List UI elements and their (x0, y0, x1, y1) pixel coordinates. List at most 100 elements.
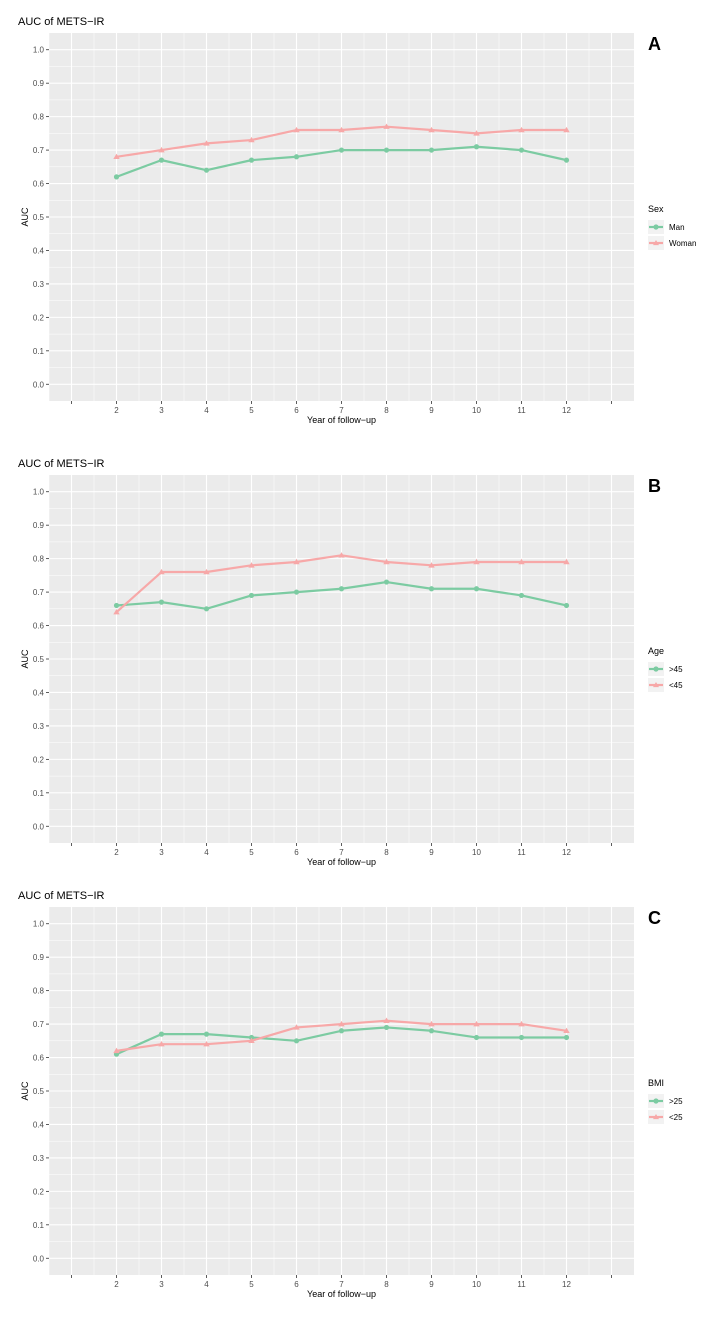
data-point (338, 552, 345, 558)
y-tick-label: 0.2 (33, 1187, 45, 1196)
legend-label: <45 (669, 681, 683, 690)
x-tick-label: 7 (339, 848, 344, 857)
data-point (473, 1034, 480, 1041)
y-axis-label: AUC (20, 649, 30, 669)
data-point (203, 167, 210, 173)
y-tick-label: 0.5 (33, 1087, 45, 1096)
data-point (293, 1038, 300, 1044)
x-tick-label: 4 (204, 406, 209, 415)
y-tick-label: 0.6 (33, 622, 45, 631)
data-point (473, 1020, 480, 1027)
data-point (248, 157, 255, 163)
y-tick-label: 0.7 (33, 588, 45, 597)
data-point (158, 146, 165, 153)
data-point (428, 1020, 435, 1027)
legend-title: Sex (648, 204, 664, 214)
y-axis-label: AUC (20, 207, 30, 227)
legend-label: Man (669, 223, 685, 232)
data-point (473, 130, 480, 136)
x-tick-label: 9 (429, 1280, 434, 1289)
legend: Age >45 <45 (648, 646, 683, 692)
data-point (428, 1028, 435, 1034)
data-point (248, 1034, 255, 1041)
x-tick-label: 12 (562, 848, 571, 857)
legend-key-marker (653, 1098, 659, 1104)
data-point (428, 562, 435, 568)
data-point (473, 144, 480, 150)
x-tick-label: 10 (472, 848, 481, 857)
y-tick-label: 1.0 (33, 46, 45, 55)
data-point (383, 558, 390, 565)
chart-title: AUC of METS−IR (18, 890, 105, 902)
y-tick-label: 0.5 (33, 213, 45, 222)
data-point (383, 1024, 390, 1031)
data-point (563, 1034, 570, 1041)
y-tick-label: 0.6 (33, 1054, 45, 1063)
y-tick-label: 0.3 (33, 722, 45, 731)
x-tick-label: 2 (114, 1280, 119, 1289)
y-tick-label: 0.7 (33, 1020, 45, 1029)
chart-svg: AUC of METS−IR A 0.0 0.1 0.2 0.3 0.4 0.5 0.6 0.7 0… (18, 16, 696, 425)
x-tick-label: 12 (562, 1280, 571, 1289)
y-tick-label: 1.0 (33, 488, 45, 497)
x-tick-label: 10 (472, 1280, 481, 1289)
data-point (518, 126, 525, 133)
x-axis-label: Year of follow−up (307, 857, 376, 867)
legend: BMI >25 <25 (648, 1078, 683, 1124)
x-tick-label: 3 (159, 406, 164, 415)
x-tick-label: 9 (429, 406, 434, 415)
data-point (113, 602, 120, 609)
y-tick-label: 0.9 (33, 953, 45, 962)
y-tick-label: 0.1 (33, 789, 45, 798)
x-tick-label: 2 (114, 406, 119, 415)
x-axis-label: Year of follow−up (307, 415, 376, 425)
legend-label: >45 (669, 665, 683, 674)
x-tick-label: 12 (562, 406, 571, 415)
panel-letter: A (648, 34, 661, 54)
legend-key-marker (653, 682, 659, 688)
data-point (293, 126, 300, 133)
data-point (293, 1024, 300, 1030)
data-point (338, 1028, 345, 1034)
chart-title: AUC of METS−IR (18, 458, 105, 470)
chart-svg: AUC of METS−IR B 0.0 0.1 0.2 0.3 0.4 0.5 0.6 0.7 0… (18, 458, 683, 867)
x-tick-label: 4 (204, 1280, 209, 1289)
y-tick-label: 0.6 (33, 180, 45, 189)
y-tick-label: 0.2 (33, 313, 45, 322)
y-tick-label: 0.8 (33, 555, 45, 564)
x-tick-label: 3 (159, 848, 164, 857)
y-tick-label: 0.9 (33, 521, 45, 530)
data-point (248, 1037, 255, 1044)
x-tick-label: 9 (429, 848, 434, 857)
x-tick-label: 6 (294, 1280, 299, 1289)
x-tick-label: 8 (384, 1280, 389, 1289)
data-point (158, 1031, 165, 1037)
data-point (338, 126, 345, 133)
x-tick-label: 5 (249, 1280, 254, 1289)
y-tick-label: 0.8 (33, 987, 45, 996)
x-tick-label: 6 (294, 848, 299, 857)
x-tick-label: 11 (517, 406, 526, 415)
y-tick-label: 0.1 (33, 347, 45, 356)
data-point (203, 606, 210, 612)
data-point (563, 558, 570, 565)
y-tick-label: 0.1 (33, 1221, 45, 1230)
x-tick-label: 11 (517, 848, 526, 857)
y-tick-label: 0.4 (33, 1120, 45, 1129)
y-tick-label: 0.9 (33, 79, 45, 88)
legend-key-marker (653, 224, 659, 230)
data-point (158, 157, 165, 163)
x-tick-label: 11 (517, 1280, 526, 1289)
y-tick-label: 0.4 (33, 688, 45, 697)
data-point (383, 147, 390, 153)
data-point (518, 1020, 525, 1027)
x-tick-label: 2 (114, 848, 119, 857)
y-tick-label: 0.5 (33, 655, 45, 664)
data-point (428, 126, 435, 133)
x-tick-label: 3 (159, 1280, 164, 1289)
x-tick-label: 5 (249, 848, 254, 857)
data-point (203, 140, 210, 146)
legend-key-marker (653, 666, 659, 672)
data-point (338, 1020, 345, 1027)
legend-label: <25 (669, 1113, 683, 1122)
